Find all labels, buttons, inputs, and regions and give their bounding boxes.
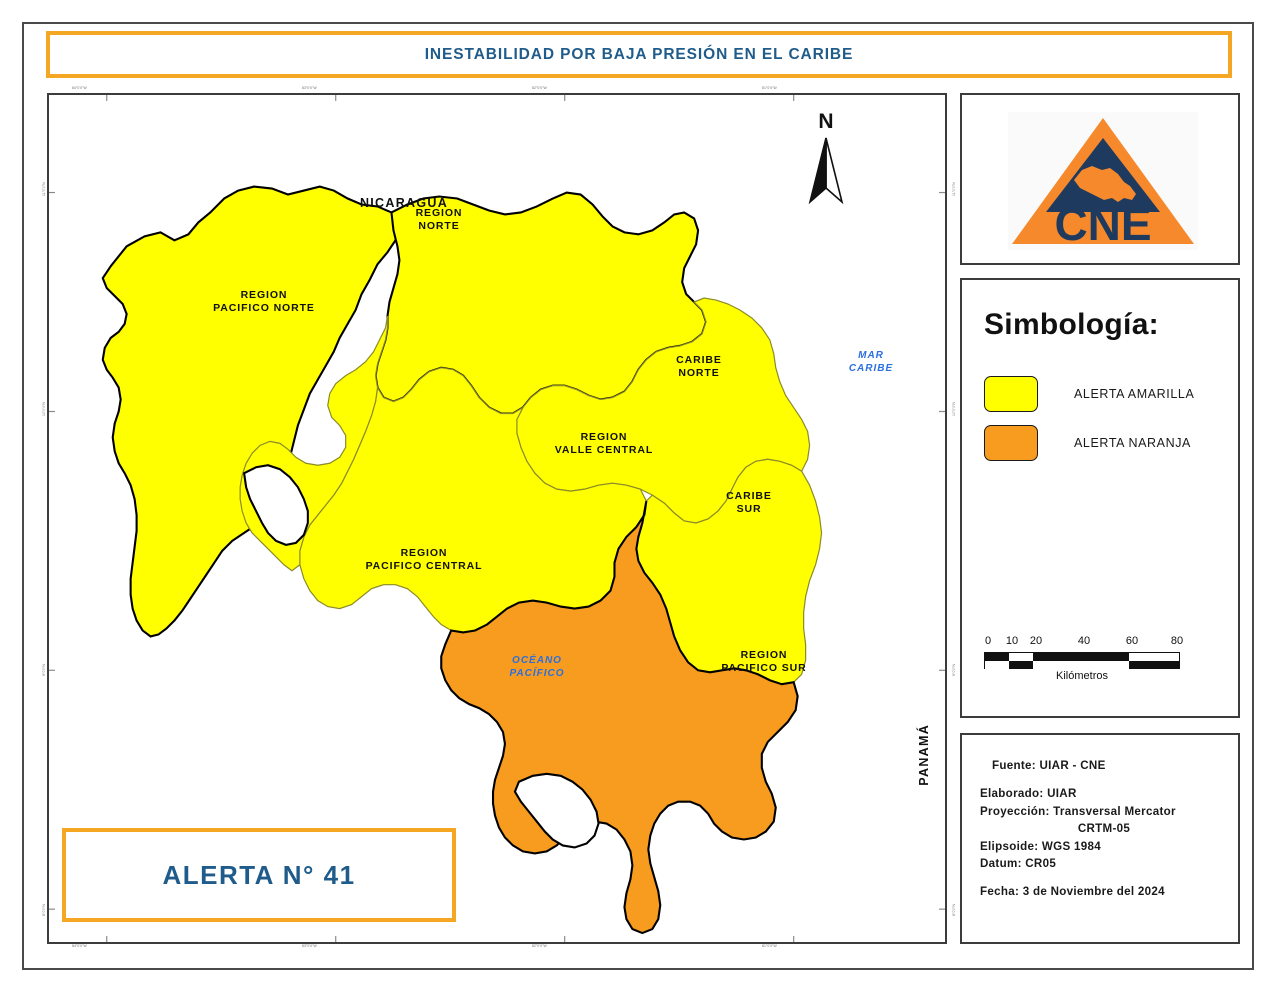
legend-swatch-naranja — [984, 425, 1038, 461]
graticule-label-left-4: 8°0'0"N — [42, 903, 46, 916]
map-label-caribe-sur: CARIBE SUR — [726, 490, 772, 516]
page-title: INESTABILIDAD POR BAJA PRESIÓN EN EL CAR… — [424, 45, 854, 63]
metadata-elaborado: Elaborado: UIAR — [980, 787, 1077, 801]
legend-label-amarilla: ALERTA AMARILLA — [1074, 387, 1195, 401]
map-label-region-pacifico-central: REGION PACIFICO CENTRAL — [365, 547, 483, 573]
north-arrow-icon — [808, 137, 844, 204]
alert-number-box: ALERTA N° 41 — [62, 828, 456, 922]
metadata-proyeccion-code: CRTM-05 — [1077, 822, 1131, 836]
map-label-panama: PANAMÁ — [917, 723, 932, 786]
svg-text:CNE: CNE — [1054, 198, 1151, 250]
legend-item-alerta-naranja[interactable]: ALERTA NARANJA — [984, 425, 1191, 461]
costa-rica-regions-map — [49, 95, 945, 942]
map-label-region-norte: REGION NORTE — [415, 207, 463, 233]
metadata-fecha: Fecha: 3 de Noviembre del 2024 — [980, 885, 1165, 899]
north-arrow: N — [800, 110, 852, 204]
graticule-label-right-3: 9°0'0"N — [952, 663, 956, 676]
map-label-mar-caribe: MAR CARIBE — [848, 350, 894, 374]
graticule-label-right-4: 8°0'0"N — [952, 903, 956, 916]
alert-number-label: ALERTA N° 41 — [162, 859, 356, 890]
region-pacifico-norte-polygon — [101, 185, 401, 638]
scale-bar-unit: Kilómetros — [1056, 670, 1108, 682]
cne-logo: CNE — [1008, 112, 1198, 250]
metadata-datum: Datum: CR05 — [980, 856, 1057, 870]
graticule-label-bottom-4: 81°0'0"W — [762, 944, 777, 948]
map-title-banner: INESTABILIDAD POR BAJA PRESIÓN EN EL CAR… — [46, 31, 1232, 78]
scale-bar-ticks: 0 10 20 40 60 80 — [984, 635, 1214, 650]
cne-logo-icon: CNE — [1012, 118, 1194, 250]
graticule-label-bottom-2: 83°0'0"W — [302, 944, 317, 948]
metadata-proyeccion: Proyección: Transversal Mercator — [980, 804, 1176, 818]
map-label-oceano-pacifico: OCÉANO PACÍFICO — [509, 655, 565, 679]
graticule-label-bottom-1: 84°0'0"W — [72, 944, 87, 948]
north-arrow-letter: N — [818, 110, 834, 133]
golfo-de-nicoya-inlet — [242, 464, 309, 546]
scale-bar: 0 10 20 40 60 80 Kilómetros — [984, 635, 1214, 682]
scale-bar-graphic — [984, 652, 1180, 669]
scale-tick-20: 20 — [1029, 635, 1043, 647]
graticule-label-top-3: 82°0'0"W — [532, 86, 547, 90]
legend-title: Simbología: — [984, 308, 1159, 341]
graticule-label-right-2: 10°0'0"N — [952, 402, 956, 416]
scale-tick-0: 0 — [984, 635, 992, 647]
graticule-label-left-3: 9°0'0"N — [42, 663, 46, 676]
graticule-label-right-1: 11°0'0"N — [952, 182, 956, 196]
map-label-region-valle-central: REGION VALLE CENTRAL — [554, 431, 654, 457]
scale-tick-10: 10 — [1005, 635, 1019, 647]
logo-panel: CNE — [960, 93, 1240, 265]
map-label-caribe-norte: CARIBE NORTE — [676, 354, 722, 380]
scale-tick-40: 40 — [1077, 635, 1091, 647]
region-pacifico-sur-polygon — [440, 500, 799, 935]
map-label-region-pacifico-norte: REGION PACIFICO NORTE — [213, 289, 315, 315]
map-graticule — [49, 95, 945, 942]
legend-panel: Simbología: ALERTA AMARILLA ALERTA NARAN… — [960, 278, 1240, 718]
graticule-label-bottom-3: 82°0'0"W — [532, 944, 547, 948]
map-canvas[interactable]: NICARAGUA PANAMÁ MAR CARIBE OCÉANO PACÍF… — [47, 93, 947, 944]
graticule-label-top-1: 84°0'0"W — [72, 86, 87, 90]
graticule-label-left-1: 11°0'0"N — [42, 182, 46, 196]
scale-tick-80: 80 — [1170, 635, 1184, 647]
map-polygons — [101, 185, 823, 935]
metadata-text-block: Fuente: UIAR - CNE Elaborado: UIAR Proye… — [980, 757, 1228, 901]
metadata-elipsoide: Elipsoide: WGS 1984 — [980, 839, 1102, 853]
legend-swatch-amarilla — [984, 376, 1038, 412]
legend-item-alerta-amarilla[interactable]: ALERTA AMARILLA — [984, 376, 1194, 412]
legend-label-naranja: ALERTA NARANJA — [1074, 436, 1191, 450]
golfo-dulce-inlet — [513, 772, 600, 849]
metadata-panel: Fuente: UIAR - CNE Elaborado: UIAR Proye… — [960, 733, 1240, 944]
map-label-nicaragua: NICARAGUA — [359, 196, 449, 210]
metadata-fuente: Fuente: UIAR - CNE — [992, 759, 1106, 772]
scale-tick-60: 60 — [1125, 635, 1139, 647]
graticule-label-top-2: 83°0'0"W — [302, 86, 317, 90]
map-label-region-pacifico-sur: REGION PACIFICO SUR — [721, 649, 807, 675]
graticule-label-top-4: 81°0'0"W — [762, 86, 777, 90]
graticule-label-left-2: 10°0'0"N — [42, 402, 46, 416]
